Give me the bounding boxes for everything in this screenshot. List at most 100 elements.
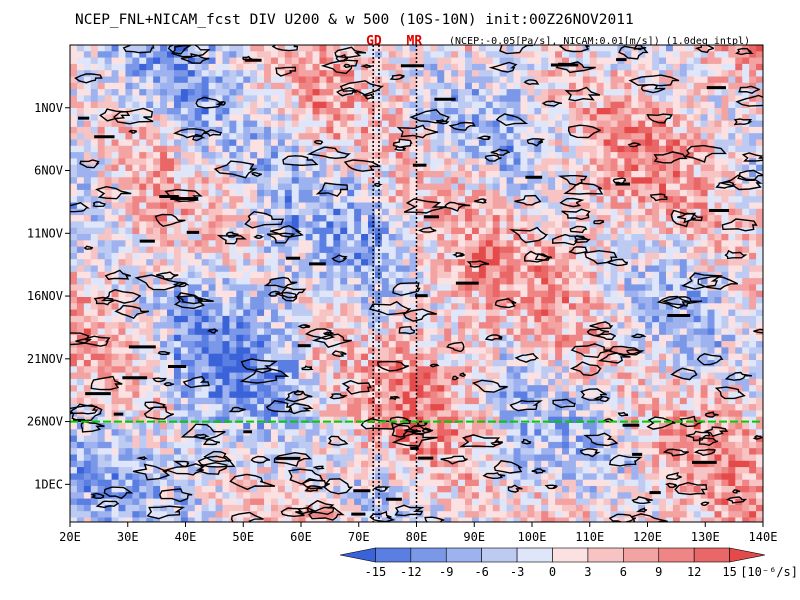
field-cell <box>700 284 709 292</box>
field-cell <box>465 183 473 191</box>
field-cell <box>104 240 113 248</box>
field-cell <box>250 45 258 52</box>
field-cell <box>215 57 224 65</box>
field-cell <box>139 126 147 134</box>
field-cell <box>367 208 376 216</box>
field-cell <box>652 114 660 122</box>
field-cell <box>194 246 203 254</box>
field-cell <box>659 315 667 323</box>
field-cell <box>471 297 480 304</box>
field-cell <box>693 177 702 185</box>
field-cell <box>236 309 244 317</box>
field-cell <box>83 322 92 330</box>
field-cell <box>568 341 577 348</box>
field-cell <box>167 171 175 178</box>
field-cell <box>478 202 487 210</box>
field-cell <box>167 76 175 84</box>
field-cell <box>506 114 515 122</box>
field-cell <box>672 189 681 197</box>
field-cell <box>257 322 265 330</box>
field-cell <box>409 334 418 342</box>
field-cell <box>430 278 438 285</box>
field-cell <box>534 82 542 90</box>
field-cell <box>270 265 279 273</box>
field-cell <box>173 57 182 65</box>
field-cell <box>617 334 625 342</box>
field-cell <box>83 202 92 210</box>
field-cell <box>603 202 612 210</box>
field-cell <box>167 95 175 103</box>
field-cell <box>721 290 729 298</box>
field-cell <box>160 252 168 260</box>
field-cell <box>568 70 577 78</box>
field-cell <box>582 208 591 216</box>
field-cell <box>409 76 418 84</box>
field-cell <box>215 297 224 304</box>
field-cell <box>319 341 328 348</box>
field-cell <box>478 183 487 191</box>
field-cell <box>575 108 584 115</box>
field-cell <box>409 89 418 96</box>
field-cell <box>409 51 418 59</box>
field-cell <box>367 246 376 254</box>
field-cell <box>215 309 224 317</box>
field-cell <box>665 183 674 191</box>
field-cell <box>340 120 348 128</box>
field-cell <box>257 139 265 147</box>
field-cell <box>118 152 127 159</box>
field-cell <box>728 70 736 78</box>
field-cell <box>76 120 85 128</box>
field-cell <box>125 171 133 178</box>
field-cell <box>222 341 230 348</box>
field-cell <box>568 334 577 342</box>
field-cell <box>444 334 452 342</box>
field-cell <box>444 70 452 78</box>
field-cell <box>610 196 619 204</box>
field-cell <box>388 259 397 267</box>
field-cell <box>749 240 757 248</box>
field-cell <box>402 145 411 153</box>
field-cell <box>291 120 300 128</box>
field-cell <box>354 341 362 348</box>
field-cell <box>90 347 99 355</box>
field-cell <box>631 246 639 254</box>
field-cell <box>534 297 542 304</box>
field-cell <box>250 341 258 348</box>
field-cell <box>104 227 113 235</box>
field-cell <box>541 290 549 298</box>
field-cell <box>97 265 106 273</box>
field-cell <box>173 259 182 267</box>
field-cell <box>582 284 591 292</box>
field-cell <box>693 259 702 267</box>
field-cell <box>208 271 217 279</box>
field-cell <box>83 82 92 90</box>
field-cell <box>347 303 355 311</box>
field-cell <box>728 252 736 260</box>
field-cell <box>444 271 452 279</box>
field-cell <box>485 189 494 197</box>
field-cell <box>471 227 480 235</box>
field-cell <box>714 259 723 267</box>
field-cell <box>284 353 293 361</box>
field-cell <box>499 347 508 355</box>
field-cell <box>104 177 113 185</box>
field-cell <box>257 126 265 134</box>
field-cell <box>485 265 494 273</box>
field-cell <box>659 145 667 153</box>
field-cell <box>215 271 224 279</box>
field-cell <box>756 120 763 128</box>
field-cell <box>652 101 660 109</box>
field-cell <box>125 63 133 71</box>
field-cell <box>582 183 591 191</box>
field-cell <box>471 164 480 172</box>
field-cell <box>624 177 632 185</box>
field-cell <box>686 271 695 279</box>
field-cell <box>361 139 369 147</box>
field-cell <box>76 227 85 235</box>
field-cell <box>582 108 591 115</box>
field-cell <box>610 171 619 178</box>
field-cell <box>118 347 127 355</box>
field-cell <box>742 183 750 191</box>
field-cell <box>90 145 99 153</box>
field-cell <box>229 284 237 292</box>
